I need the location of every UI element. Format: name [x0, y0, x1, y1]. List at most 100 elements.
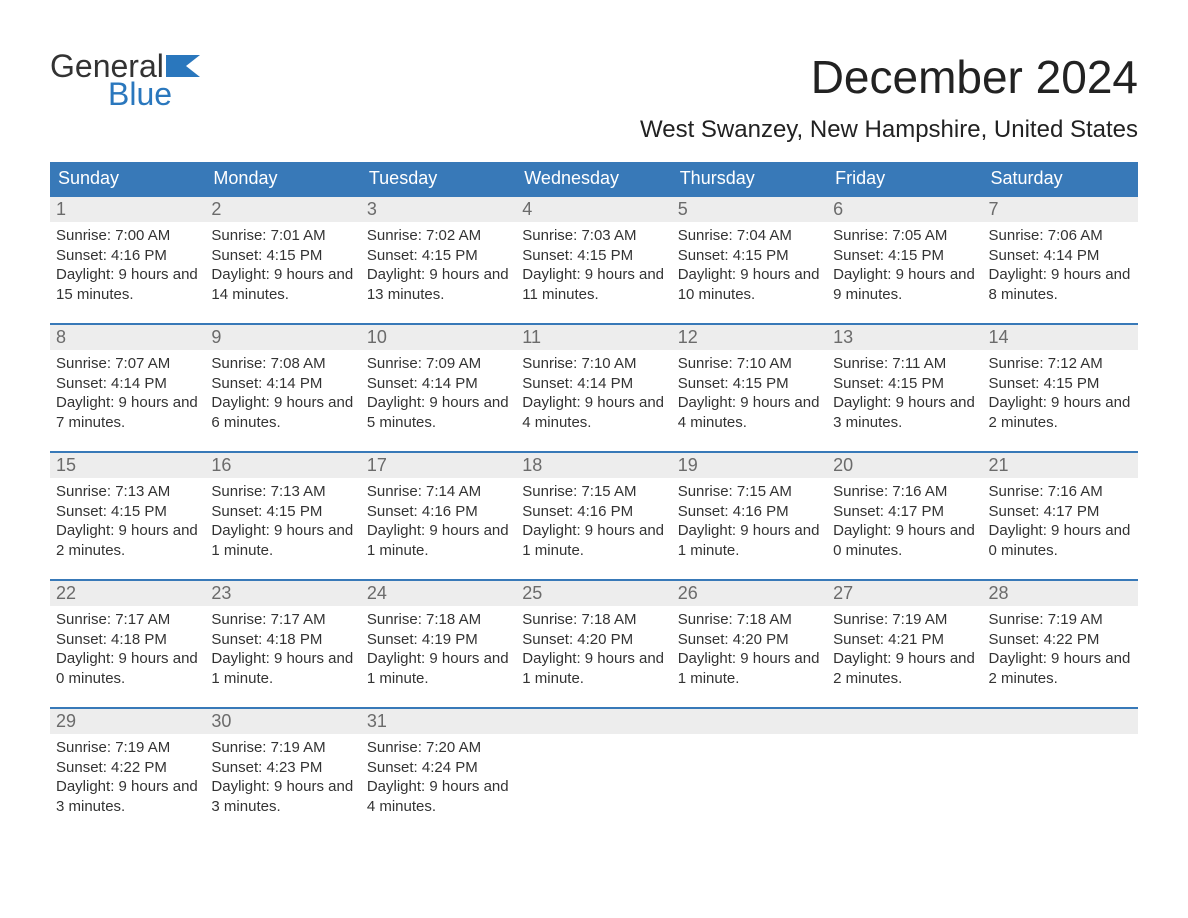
- sunrise-text: Sunrise: 7:18 AM: [367, 610, 510, 630]
- day-body: Sunrise: 7:06 AMSunset: 4:14 PMDaylight:…: [983, 222, 1138, 312]
- day-body: Sunrise: 7:15 AMSunset: 4:16 PMDaylight:…: [672, 478, 827, 568]
- day-number: 5: [672, 197, 827, 222]
- day-cell: 20Sunrise: 7:16 AMSunset: 4:17 PMDayligh…: [827, 453, 982, 575]
- daylight-text: Daylight: 9 hours and 13 minutes.: [367, 265, 510, 304]
- weekday-label: Wednesday: [516, 162, 671, 195]
- sunset-text: Sunset: 4:24 PM: [367, 758, 510, 778]
- day-number: 17: [361, 453, 516, 478]
- day-cell: 12Sunrise: 7:10 AMSunset: 4:15 PMDayligh…: [672, 325, 827, 447]
- day-cell: 28Sunrise: 7:19 AMSunset: 4:22 PMDayligh…: [983, 581, 1138, 703]
- weekday-label: Tuesday: [361, 162, 516, 195]
- day-number: 14: [983, 325, 1138, 350]
- daylight-text: Daylight: 9 hours and 1 minute.: [678, 521, 821, 560]
- sunrise-text: Sunrise: 7:14 AM: [367, 482, 510, 502]
- daylight-text: Daylight: 9 hours and 1 minute.: [522, 521, 665, 560]
- day-number: 23: [205, 581, 360, 606]
- sunrise-text: Sunrise: 7:01 AM: [211, 226, 354, 246]
- day-cell: 31Sunrise: 7:20 AMSunset: 4:24 PMDayligh…: [361, 709, 516, 831]
- sunrise-text: Sunrise: 7:18 AM: [522, 610, 665, 630]
- sunset-text: Sunset: 4:16 PM: [367, 502, 510, 522]
- daylight-text: Daylight: 9 hours and 1 minute.: [522, 649, 665, 688]
- week-row: 29Sunrise: 7:19 AMSunset: 4:22 PMDayligh…: [50, 707, 1138, 831]
- day-number: 7: [983, 197, 1138, 222]
- sunset-text: Sunset: 4:16 PM: [522, 502, 665, 522]
- daylight-text: Daylight: 9 hours and 2 minutes.: [989, 649, 1132, 688]
- sunrise-text: Sunrise: 7:09 AM: [367, 354, 510, 374]
- location-subtitle: West Swanzey, New Hampshire, United Stat…: [50, 116, 1138, 144]
- day-cell: 26Sunrise: 7:18 AMSunset: 4:20 PMDayligh…: [672, 581, 827, 703]
- sunset-text: Sunset: 4:14 PM: [989, 246, 1132, 266]
- sunrise-text: Sunrise: 7:05 AM: [833, 226, 976, 246]
- day-number: [827, 709, 982, 734]
- daylight-text: Daylight: 9 hours and 14 minutes.: [211, 265, 354, 304]
- day-cell: 5Sunrise: 7:04 AMSunset: 4:15 PMDaylight…: [672, 197, 827, 319]
- sunset-text: Sunset: 4:20 PM: [522, 630, 665, 650]
- day-body: Sunrise: 7:16 AMSunset: 4:17 PMDaylight:…: [827, 478, 982, 568]
- day-cell: 13Sunrise: 7:11 AMSunset: 4:15 PMDayligh…: [827, 325, 982, 447]
- day-number: 13: [827, 325, 982, 350]
- day-cell: 23Sunrise: 7:17 AMSunset: 4:18 PMDayligh…: [205, 581, 360, 703]
- day-number: [983, 709, 1138, 734]
- day-body: Sunrise: 7:14 AMSunset: 4:16 PMDaylight:…: [361, 478, 516, 568]
- calendar: SundayMondayTuesdayWednesdayThursdayFrid…: [50, 162, 1138, 831]
- sunset-text: Sunset: 4:17 PM: [989, 502, 1132, 522]
- day-body: Sunrise: 7:17 AMSunset: 4:18 PMDaylight:…: [205, 606, 360, 696]
- day-number: 22: [50, 581, 205, 606]
- sunrise-text: Sunrise: 7:00 AM: [56, 226, 199, 246]
- sunrise-text: Sunrise: 7:13 AM: [211, 482, 354, 502]
- weeks-container: 1Sunrise: 7:00 AMSunset: 4:16 PMDaylight…: [50, 195, 1138, 831]
- sunset-text: Sunset: 4:15 PM: [989, 374, 1132, 394]
- day-number: 6: [827, 197, 982, 222]
- sunrise-text: Sunrise: 7:12 AM: [989, 354, 1132, 374]
- sunrise-text: Sunrise: 7:10 AM: [522, 354, 665, 374]
- sunrise-text: Sunrise: 7:20 AM: [367, 738, 510, 758]
- day-number: 2: [205, 197, 360, 222]
- day-body: Sunrise: 7:10 AMSunset: 4:14 PMDaylight:…: [516, 350, 671, 440]
- day-number: 4: [516, 197, 671, 222]
- sunrise-text: Sunrise: 7:17 AM: [211, 610, 354, 630]
- day-cell: 14Sunrise: 7:12 AMSunset: 4:15 PMDayligh…: [983, 325, 1138, 447]
- daylight-text: Daylight: 9 hours and 3 minutes.: [56, 777, 199, 816]
- daylight-text: Daylight: 9 hours and 2 minutes.: [833, 649, 976, 688]
- logo-flag-icon: [166, 55, 200, 77]
- day-cell: 19Sunrise: 7:15 AMSunset: 4:16 PMDayligh…: [672, 453, 827, 575]
- sunset-text: Sunset: 4:16 PM: [678, 502, 821, 522]
- day-number: 19: [672, 453, 827, 478]
- day-body: Sunrise: 7:18 AMSunset: 4:20 PMDaylight:…: [672, 606, 827, 696]
- sunset-text: Sunset: 4:22 PM: [989, 630, 1132, 650]
- day-number: [672, 709, 827, 734]
- weekday-label: Friday: [827, 162, 982, 195]
- day-number: 31: [361, 709, 516, 734]
- sunset-text: Sunset: 4:15 PM: [56, 502, 199, 522]
- sunset-text: Sunset: 4:23 PM: [211, 758, 354, 778]
- day-number: 30: [205, 709, 360, 734]
- sunset-text: Sunset: 4:15 PM: [522, 246, 665, 266]
- day-body: Sunrise: 7:13 AMSunset: 4:15 PMDaylight:…: [50, 478, 205, 568]
- daylight-text: Daylight: 9 hours and 1 minute.: [211, 521, 354, 560]
- day-cell: 9Sunrise: 7:08 AMSunset: 4:14 PMDaylight…: [205, 325, 360, 447]
- day-body: Sunrise: 7:07 AMSunset: 4:14 PMDaylight:…: [50, 350, 205, 440]
- sunrise-text: Sunrise: 7:06 AM: [989, 226, 1132, 246]
- sunrise-text: Sunrise: 7:11 AM: [833, 354, 976, 374]
- day-cell: 7Sunrise: 7:06 AMSunset: 4:14 PMDaylight…: [983, 197, 1138, 319]
- daylight-text: Daylight: 9 hours and 1 minute.: [211, 649, 354, 688]
- weekday-header: SundayMondayTuesdayWednesdayThursdayFrid…: [50, 162, 1138, 195]
- day-number: 16: [205, 453, 360, 478]
- logo: General Blue: [50, 50, 200, 110]
- daylight-text: Daylight: 9 hours and 2 minutes.: [56, 521, 199, 560]
- sunrise-text: Sunrise: 7:02 AM: [367, 226, 510, 246]
- weekday-label: Thursday: [672, 162, 827, 195]
- day-body: Sunrise: 7:18 AMSunset: 4:20 PMDaylight:…: [516, 606, 671, 696]
- day-body: Sunrise: 7:11 AMSunset: 4:15 PMDaylight:…: [827, 350, 982, 440]
- daylight-text: Daylight: 9 hours and 3 minutes.: [211, 777, 354, 816]
- day-number: 12: [672, 325, 827, 350]
- daylight-text: Daylight: 9 hours and 4 minutes.: [367, 777, 510, 816]
- daylight-text: Daylight: 9 hours and 5 minutes.: [367, 393, 510, 432]
- sunrise-text: Sunrise: 7:15 AM: [522, 482, 665, 502]
- day-number: 3: [361, 197, 516, 222]
- sunrise-text: Sunrise: 7:16 AM: [989, 482, 1132, 502]
- daylight-text: Daylight: 9 hours and 15 minutes.: [56, 265, 199, 304]
- daylight-text: Daylight: 9 hours and 11 minutes.: [522, 265, 665, 304]
- sunset-text: Sunset: 4:14 PM: [211, 374, 354, 394]
- day-body: Sunrise: 7:20 AMSunset: 4:24 PMDaylight:…: [361, 734, 516, 824]
